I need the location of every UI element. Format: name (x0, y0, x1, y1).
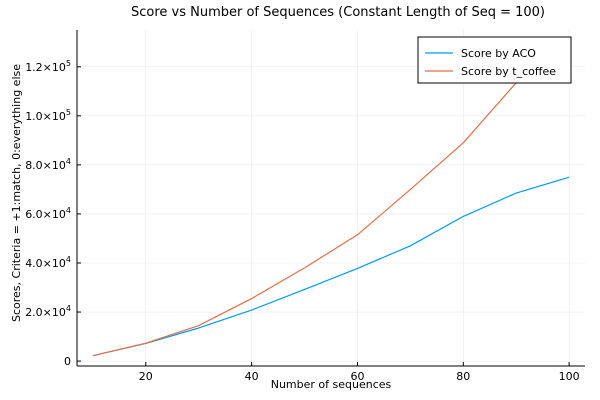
y-tick-exponent: 5 (66, 108, 71, 117)
y-tick-exponent: 4 (66, 157, 71, 166)
y-tick-mantissa: 6.0×10 (25, 208, 66, 221)
series-line-aco (92, 176, 570, 357)
legend-label-aco: Score by ACO (461, 47, 536, 60)
x-tick-label: 20 (139, 370, 153, 383)
y-tick-label: 4.0×104 (25, 255, 71, 270)
grid (77, 30, 585, 366)
y-tick-exponent: 4 (66, 304, 71, 313)
y-tick-mantissa: 8.0×10 (25, 159, 66, 172)
y-tick-label: 1.0×105 (25, 108, 71, 123)
y-tick-mantissa: 1.0×10 (25, 110, 66, 123)
y-tick-label: 8.0×104 (25, 157, 71, 172)
y-axis-label: Scores, Criteria = +1:match, 0:everythin… (10, 64, 23, 322)
axes (76, 30, 585, 367)
y-tick-label: 0 (64, 355, 71, 368)
x-tick-label: 100 (559, 370, 580, 383)
y-tick-exponent: 4 (66, 255, 71, 264)
x-tick-label: 80 (456, 370, 470, 383)
y-tick-exponent: 4 (66, 206, 71, 215)
legend-box (417, 36, 572, 84)
y-tick-exponent: 5 (66, 59, 71, 68)
y-tick-mantissa: 0 (64, 355, 71, 368)
y-tick-mantissa: 4.0×10 (25, 257, 66, 270)
y-tick-label: 6.0×104 (25, 206, 71, 221)
series-line-t-coffee (92, 38, 570, 357)
y-tick-label: 2.0×104 (25, 304, 71, 319)
x-tick-label: 60 (350, 370, 364, 383)
ticks: 20 40 60 80 10002.0×1044.0×1046.0×1048.0×104… (25, 59, 579, 383)
chart-title: Score vs Number of Sequences (Constant L… (131, 5, 545, 20)
x-axis-label: Number of sequences (271, 378, 392, 391)
legend: Score by ACO Score by t_coffee (417, 36, 572, 84)
y-tick-mantissa: 2.0×10 (25, 306, 66, 319)
x-tick-label: 40 (245, 370, 259, 383)
y-tick-label: 1.2×105 (25, 59, 71, 74)
y-tick-mantissa: 1.2×10 (25, 61, 66, 74)
legend-label-tcoffee: Score by t_coffee (461, 65, 556, 78)
series-lines (92, 38, 570, 357)
